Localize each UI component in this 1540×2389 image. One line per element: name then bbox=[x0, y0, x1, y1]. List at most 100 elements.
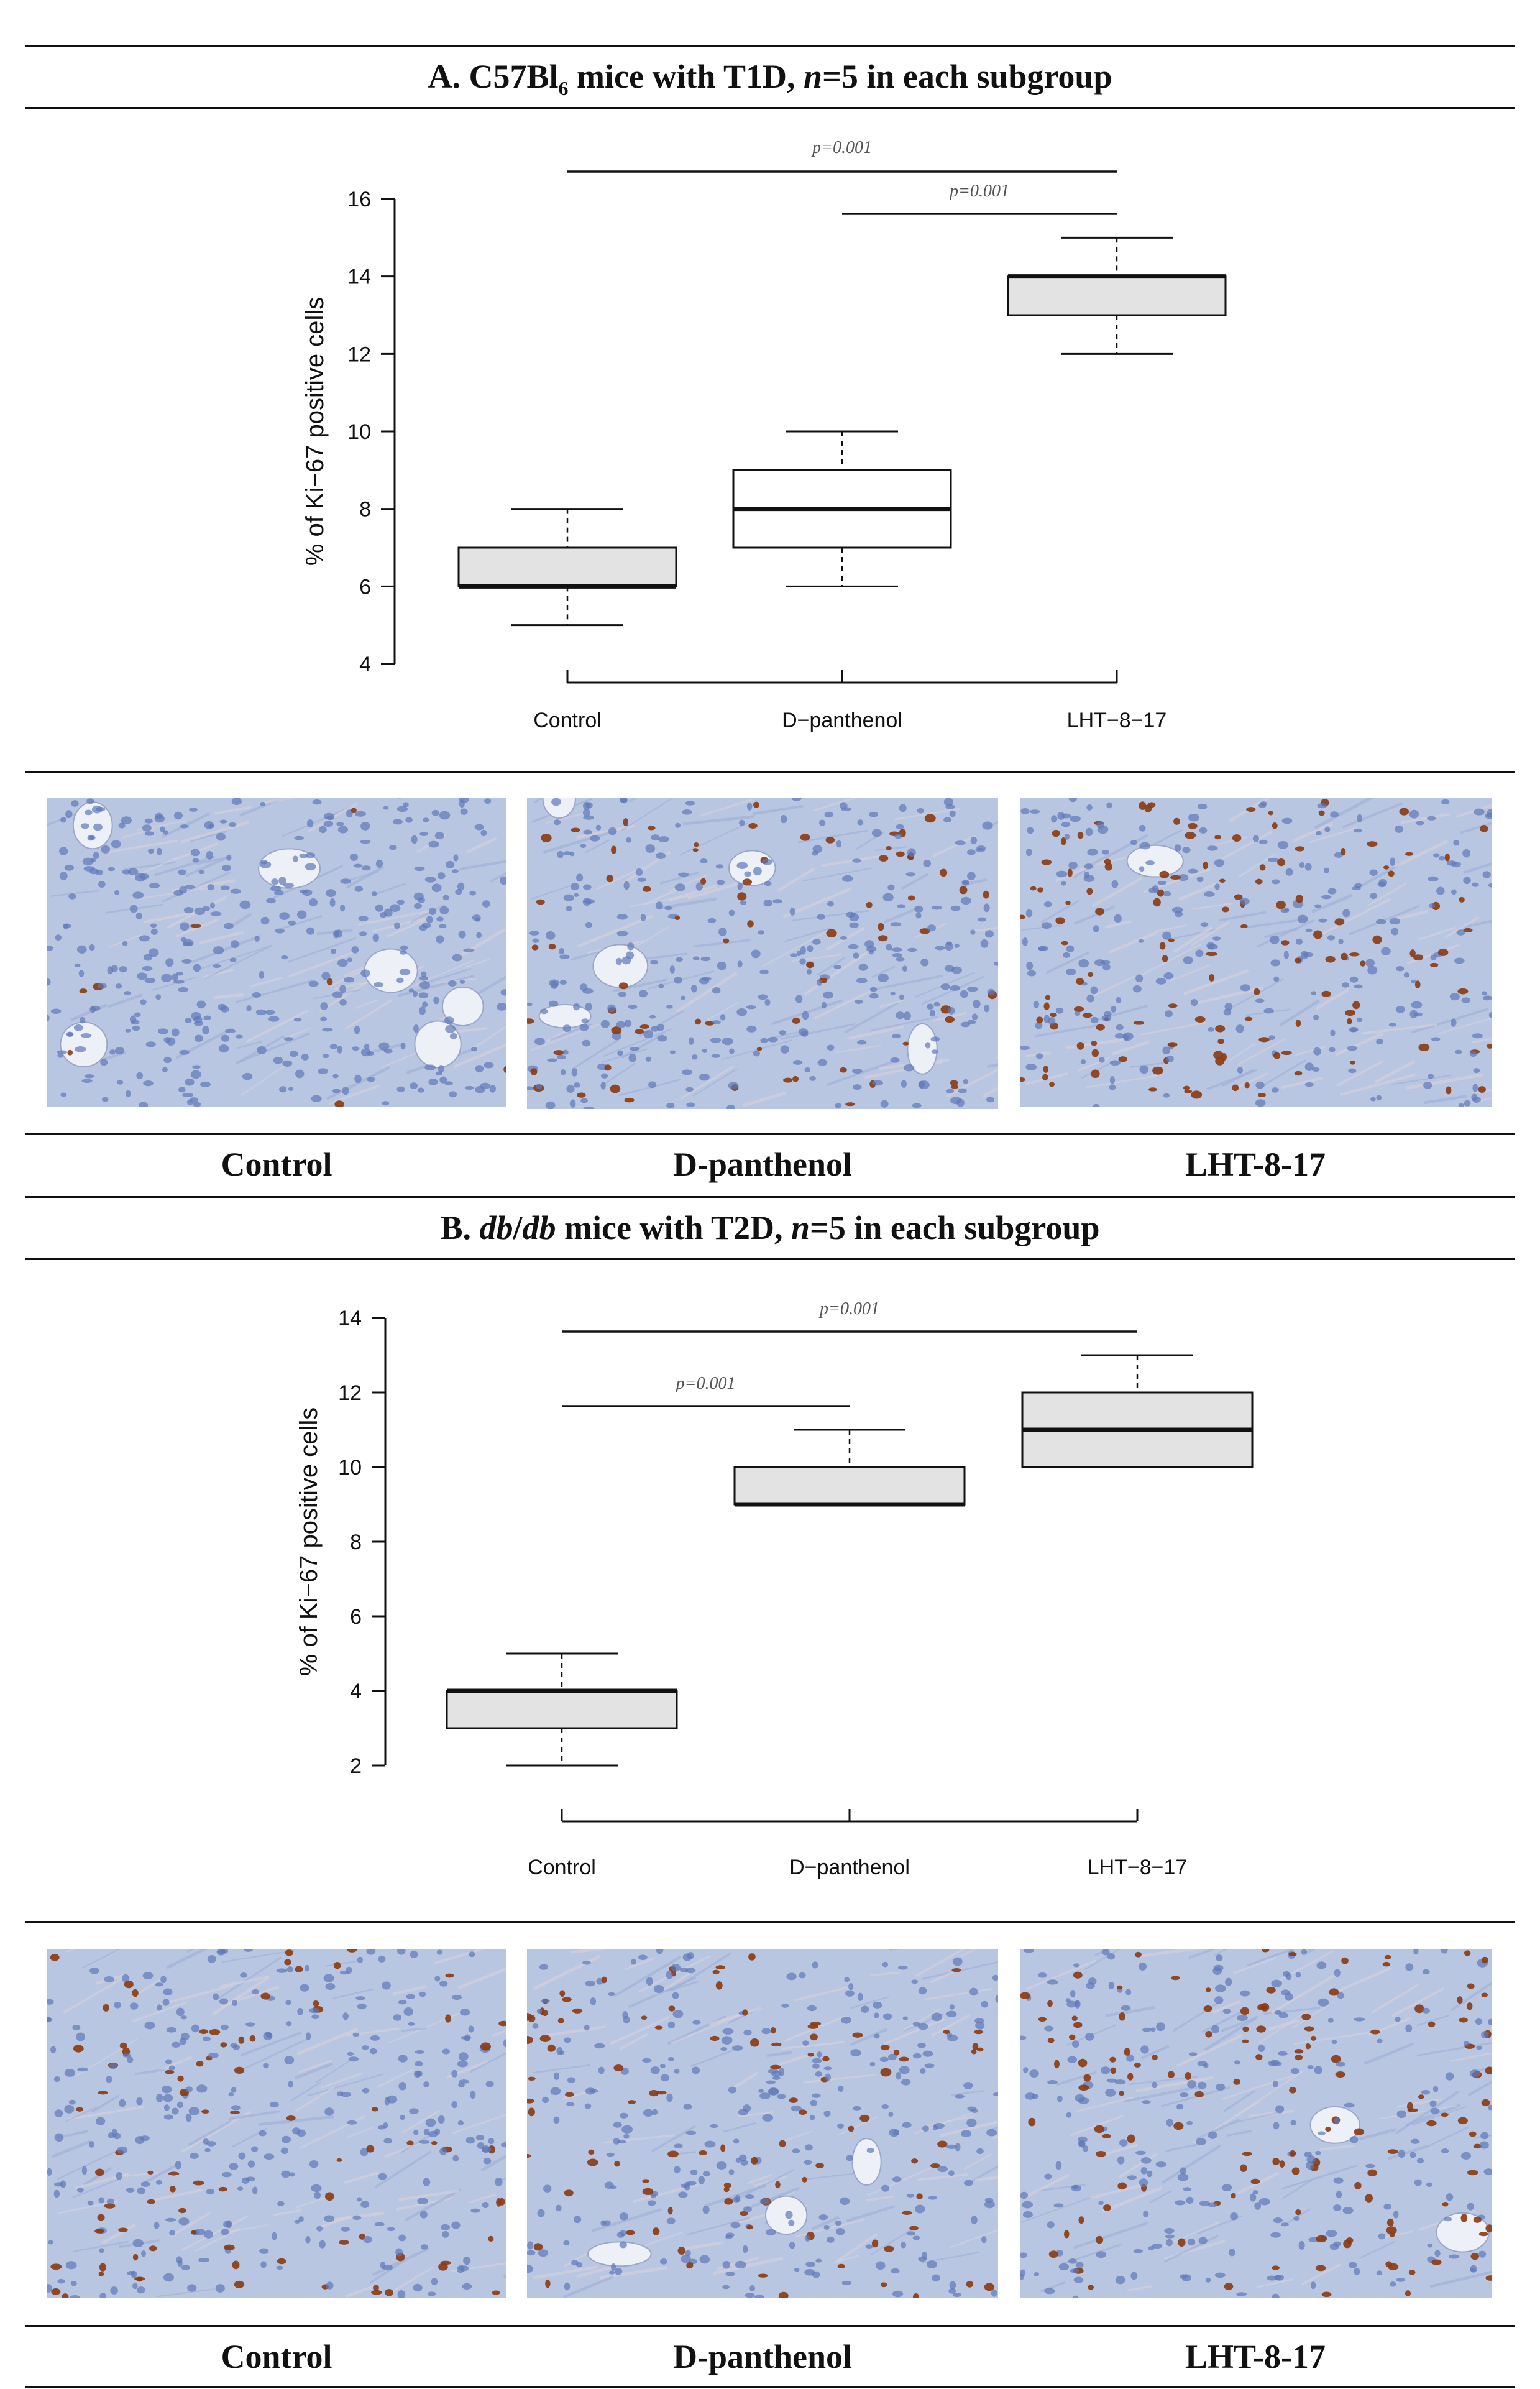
tissue-fiber bbox=[320, 2072, 363, 2089]
nucleus bbox=[967, 872, 976, 880]
ki67-positive-nucleus bbox=[1329, 1988, 1339, 1996]
y-tick-label: 8 bbox=[359, 498, 371, 522]
tissue-fiber bbox=[871, 965, 896, 978]
tissue-fiber bbox=[1339, 1073, 1416, 1097]
x-tick-label: Control bbox=[533, 709, 602, 732]
ki67-positive-nucleus bbox=[1467, 2002, 1473, 2010]
tissue-fiber bbox=[106, 839, 178, 854]
ki67-positive-nucleus bbox=[1217, 1038, 1224, 1044]
ki67-positive-nucleus bbox=[1295, 2055, 1303, 2061]
nucleus bbox=[1423, 1082, 1432, 1089]
ki67-positive-nucleus bbox=[178, 2207, 187, 2214]
nucleus bbox=[1152, 885, 1159, 892]
nucleus bbox=[743, 2104, 751, 2112]
tissue-fiber bbox=[346, 865, 385, 889]
ki67-positive-nucleus bbox=[1205, 2030, 1212, 2038]
nucleus bbox=[282, 2135, 291, 2143]
nucleus bbox=[1143, 2211, 1149, 2217]
nucleus bbox=[1199, 827, 1208, 834]
ki67-positive-nucleus bbox=[334, 1100, 344, 1107]
nucleus bbox=[804, 1067, 811, 1073]
nucleus bbox=[973, 1000, 981, 1008]
nucleus bbox=[927, 924, 937, 932]
tissue-fiber bbox=[1394, 840, 1448, 868]
nucleus bbox=[400, 945, 408, 951]
tissue-fiber bbox=[884, 906, 920, 924]
nucleus bbox=[746, 1025, 757, 1033]
tissue-fiber bbox=[1257, 2278, 1293, 2288]
nucleus bbox=[306, 927, 315, 935]
nucleus bbox=[710, 2124, 718, 2129]
nucleus bbox=[93, 823, 103, 831]
nucleus bbox=[545, 1101, 556, 1109]
nucleus bbox=[890, 922, 901, 927]
nucleus bbox=[194, 907, 205, 916]
tissue-fiber bbox=[354, 999, 378, 1010]
nucleus bbox=[370, 2035, 380, 2041]
tissue-fiber bbox=[403, 959, 475, 991]
nucleus bbox=[879, 2056, 889, 2063]
ki67-positive-nucleus bbox=[1301, 2014, 1311, 2020]
tissue-fiber bbox=[871, 974, 943, 992]
nucleus bbox=[83, 865, 95, 872]
nucleus bbox=[156, 2094, 163, 2102]
nucleus bbox=[583, 1106, 595, 1109]
ki67-positive-nucleus bbox=[1485, 2066, 1492, 2075]
nucleus bbox=[125, 1028, 131, 1033]
nucleus bbox=[527, 2241, 534, 2250]
ki67-positive-nucleus bbox=[119, 2042, 127, 2049]
ki67-positive-nucleus bbox=[799, 2109, 807, 2115]
nucleus bbox=[740, 900, 747, 905]
ki67-positive-nucleus bbox=[623, 817, 628, 827]
ki67-positive-nucleus bbox=[1266, 1986, 1276, 1994]
nucleus bbox=[929, 1010, 935, 1017]
tissue-fiber bbox=[212, 1976, 270, 2015]
nucleus bbox=[536, 1083, 543, 1090]
nucleus bbox=[132, 1025, 140, 1031]
tissue-fiber bbox=[1174, 929, 1217, 939]
tissue-fiber bbox=[290, 2081, 321, 2102]
nucleus bbox=[119, 966, 127, 973]
nucleus bbox=[418, 924, 428, 931]
ki67-positive-nucleus bbox=[1388, 870, 1395, 877]
ki67-positive-nucleus bbox=[528, 2107, 535, 2117]
ki67-positive-nucleus bbox=[1291, 2167, 1300, 2175]
ki67-positive-nucleus bbox=[1083, 2074, 1091, 2082]
ki67-positive-nucleus bbox=[758, 2273, 769, 2278]
nucleus bbox=[712, 987, 721, 994]
nucleus bbox=[355, 811, 366, 817]
nucleus bbox=[751, 949, 761, 959]
nucleus bbox=[717, 880, 725, 885]
nucleus bbox=[433, 997, 439, 1005]
nucleus bbox=[927, 1003, 934, 1010]
nucleus bbox=[325, 1982, 336, 1990]
nucleus bbox=[1434, 2250, 1441, 2257]
tissue-fiber bbox=[1418, 926, 1457, 941]
nucleus bbox=[260, 916, 270, 925]
ki67-positive-nucleus bbox=[1075, 978, 1084, 985]
nucleus bbox=[114, 1047, 125, 1055]
nucleus bbox=[372, 933, 379, 942]
nucleus bbox=[106, 2198, 114, 2205]
nucleus bbox=[1327, 888, 1337, 895]
nucleus bbox=[68, 2099, 76, 2105]
nucleus bbox=[1369, 869, 1378, 876]
ki67-positive-nucleus bbox=[1281, 940, 1290, 946]
micrograph-b-control bbox=[47, 1949, 506, 2298]
nucleus bbox=[361, 2045, 369, 2050]
nucleus bbox=[969, 1987, 978, 1996]
nucleus bbox=[854, 999, 863, 1005]
tissue-fiber bbox=[1127, 2285, 1153, 2291]
tissue-background bbox=[1020, 798, 1492, 1107]
nucleus bbox=[1114, 2079, 1126, 2085]
nucleus bbox=[80, 1033, 92, 1038]
tissue-fiber bbox=[737, 2111, 774, 2118]
ki67-positive-nucleus bbox=[1053, 2060, 1060, 2069]
nucleus bbox=[869, 987, 878, 992]
tissue-fiber bbox=[619, 2033, 648, 2050]
nucleus bbox=[1314, 2066, 1322, 2074]
nucleus bbox=[986, 2129, 997, 2137]
tissue-fiber bbox=[1183, 969, 1249, 995]
nucleus bbox=[1255, 998, 1265, 1003]
ki67-positive-nucleus bbox=[1276, 900, 1286, 909]
